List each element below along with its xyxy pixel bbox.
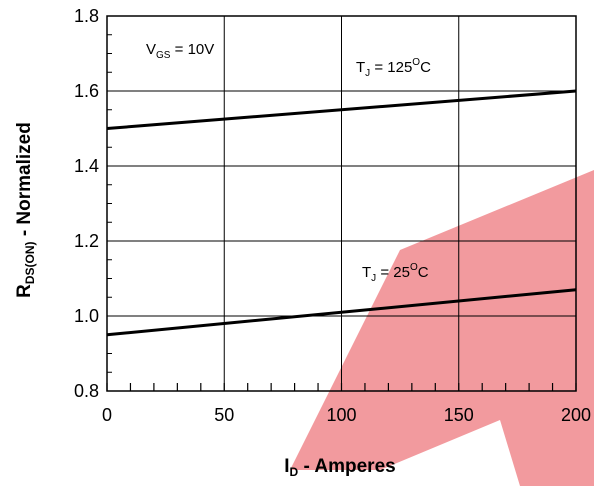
x-tick-label: 200 xyxy=(561,405,591,425)
x-tick-label: 100 xyxy=(326,405,356,425)
annotation-tj-125: TJ = 125OC xyxy=(356,57,431,79)
watermark-shape xyxy=(290,170,594,486)
x-tick-label: 150 xyxy=(444,405,474,425)
annotation-tj-25: TJ = 25OC xyxy=(362,262,429,284)
y-tick-label: 1.8 xyxy=(74,6,99,26)
y-tick-label: 0.8 xyxy=(74,381,99,401)
y-tick-label: 1.6 xyxy=(74,81,99,101)
series-lines xyxy=(106,89,577,337)
series-line-2 xyxy=(106,288,577,337)
y-axis-label: RDS(ON) - Normalized xyxy=(14,122,37,298)
y-tick-labels: 0.8 1.0 1.2 1.4 1.6 1.8 xyxy=(74,6,99,401)
x-tick-labels: 0 50 100 150 200 xyxy=(102,405,591,425)
grid-lines xyxy=(107,16,576,391)
watermark-logo xyxy=(290,170,594,486)
y-tick-label: 1.0 xyxy=(74,306,99,326)
y-tick-label: 1.4 xyxy=(74,156,99,176)
x-tick-label: 0 xyxy=(102,405,112,425)
x-tick-label: 50 xyxy=(214,405,234,425)
y-tick-label: 1.2 xyxy=(74,231,99,251)
series-line-1 xyxy=(106,89,577,130)
x-axis-label: ID - Amperes xyxy=(284,456,395,479)
annotation-vgs: VGS = 10V xyxy=(146,41,214,61)
minor-ticks xyxy=(106,15,577,392)
